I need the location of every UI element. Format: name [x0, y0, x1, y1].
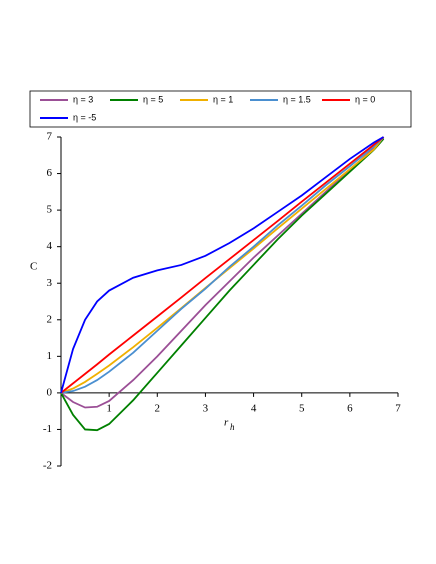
y-tick-label: 6	[47, 167, 53, 179]
legend-label: η = 1	[213, 94, 233, 104]
y-tick-label: -2	[43, 460, 52, 472]
y-tick-label: 2	[47, 313, 53, 325]
x-tick-label: 6	[347, 402, 353, 414]
series-line	[60, 136, 385, 394]
legend-label: η = 5	[143, 94, 163, 104]
series-line	[60, 136, 385, 394]
x-tick-label: 3	[203, 402, 209, 414]
x-tick-label: 4	[251, 402, 257, 414]
legend-label: η = 1.5	[283, 94, 311, 104]
legend-label: η = 0	[355, 94, 375, 104]
y-tick-label: -1	[43, 423, 52, 435]
series-line	[60, 136, 385, 394]
series-line	[60, 138, 385, 432]
y-tick-label: 4	[47, 240, 53, 252]
legend-box	[29, 90, 412, 128]
y-tick-label: 7	[47, 131, 53, 143]
x-tick-label: 5	[299, 402, 305, 414]
y-tick-label: 5	[47, 204, 53, 216]
x-axis-label-subscript: h	[230, 422, 235, 432]
x-tick-label: 7	[395, 402, 401, 414]
y-tick-label: 1	[47, 350, 53, 362]
legend-label: η = -5	[73, 112, 96, 122]
x-axis-label: r	[224, 417, 229, 429]
legend-label: η = 3	[73, 94, 93, 104]
y-tick-label: 3	[47, 277, 53, 289]
x-tick-label: 2	[155, 402, 161, 414]
series-line	[60, 137, 385, 409]
y-axis-label: C	[30, 261, 37, 273]
y-tick-label: 0	[47, 386, 53, 398]
x-tick-label: 1	[106, 402, 112, 414]
